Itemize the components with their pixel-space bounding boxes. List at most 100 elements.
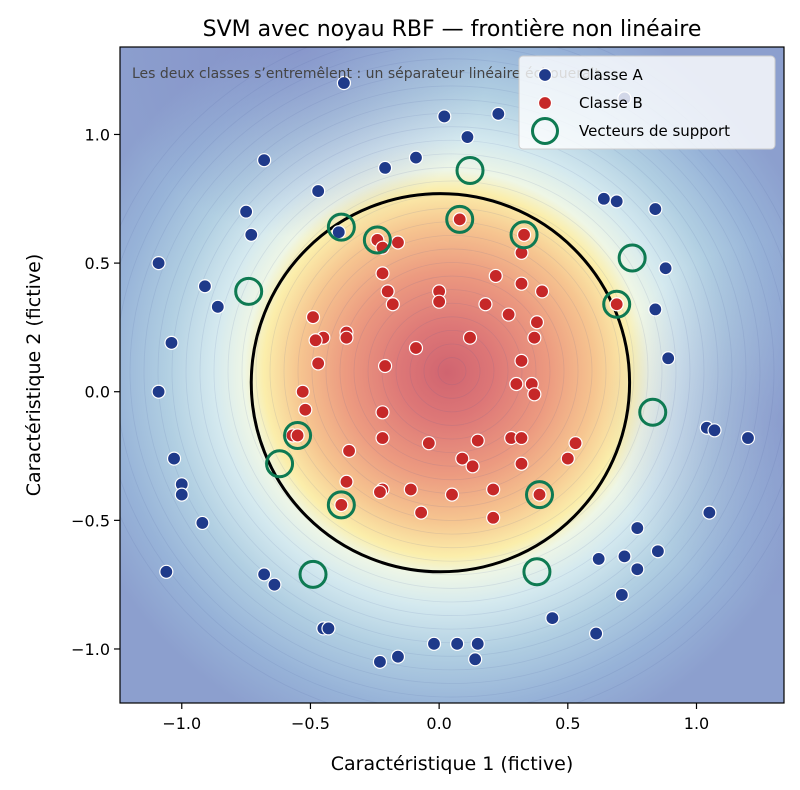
support-vector-marker: [509, 220, 539, 250]
support-vector-marker: [362, 225, 392, 255]
point-classe-b: [462, 330, 478, 345]
point-classe-a: [151, 255, 166, 271]
point-classe-b: [414, 505, 429, 520]
point-classe-a: [257, 567, 272, 582]
point-classe-b: [377, 358, 393, 374]
point-classe-a: [591, 551, 606, 567]
point-classe-a: [408, 150, 424, 165]
point-classe-b: [339, 330, 354, 345]
support-vector-marker: [283, 420, 313, 450]
point-classe-b: [609, 297, 624, 312]
point-classe-a: [321, 621, 336, 636]
contour-ring: [353, 275, 551, 467]
chart-annotation: Les deux classes s’entremêlent : un sépa…: [132, 66, 604, 82]
point-classe-b: [444, 487, 460, 502]
legend-label-classe-b: Classe B: [579, 94, 643, 112]
contour-ring: [241, 167, 663, 576]
point-classe-b: [311, 356, 326, 371]
point-classe-a: [614, 587, 629, 603]
point-classe-b: [488, 268, 503, 284]
y-tick-label: 0.0: [85, 383, 110, 402]
support-vector-marker: [326, 212, 356, 242]
contour-ring: [120, 47, 784, 698]
point-classe-b: [452, 212, 467, 227]
point-classe-a: [239, 204, 254, 219]
point-classe-b: [372, 484, 388, 500]
decision-boundary: [249, 192, 632, 574]
point-classe-b: [560, 451, 575, 466]
contour-ring: [311, 234, 593, 508]
point-classe-b: [295, 384, 310, 399]
y-tick-label: 0.5: [85, 254, 110, 273]
support-vector-marker: [298, 559, 328, 589]
point-classe-a: [210, 299, 225, 314]
contour-ring: [339, 262, 565, 481]
point-classe-a: [195, 515, 210, 531]
point-classe-b: [341, 443, 357, 458]
point-classe-a: [377, 160, 393, 176]
x-tick-label: −1.0: [162, 714, 201, 733]
point-classe-a: [166, 451, 182, 466]
point-classe-b: [308, 333, 323, 348]
legend-marker-support-vectors: [531, 117, 559, 145]
point-classe-a: [658, 261, 673, 276]
point-classe-b: [527, 387, 542, 402]
contour-ring: [255, 180, 649, 562]
point-classe-b: [385, 297, 400, 312]
point-classe-b: [478, 297, 493, 312]
support-vector-marker: [638, 397, 668, 427]
point-classe-b: [486, 510, 501, 525]
point-classe-a: [460, 129, 475, 145]
y-tick-label: −1.0: [71, 640, 110, 659]
point-classe-b: [514, 456, 529, 471]
point-classe-a: [630, 520, 645, 536]
point-classe-a: [609, 194, 624, 209]
point-classe-b: [514, 430, 529, 446]
point-classe-b: [375, 405, 390, 420]
legend-label-support-vectors: Vecteurs de support: [579, 122, 730, 140]
contour-ring: [367, 289, 537, 454]
point-classe-a: [372, 654, 388, 669]
point-classe-a: [648, 302, 663, 317]
point-classe-a: [390, 649, 406, 664]
point-classe-b: [532, 487, 547, 502]
legend-marker-classe-a: [537, 67, 553, 83]
contour-ring: [395, 316, 509, 426]
support-vector-marker: [455, 155, 485, 185]
contour-ring: [227, 153, 677, 589]
legend-label-classe-a: Classe A: [579, 66, 643, 84]
plot-area: [120, 47, 784, 703]
point-classe-a: [470, 636, 485, 651]
point-classe-a: [244, 227, 259, 242]
legend-box: [518, 55, 776, 150]
support-vector-marker: [602, 289, 632, 319]
point-classe-b: [514, 276, 529, 291]
support-vector-marker: [445, 204, 475, 234]
y-tick-label: 1.0: [85, 125, 110, 144]
data-points: [151, 75, 756, 669]
support-vector-marker: [265, 449, 295, 479]
point-classe-b: [380, 284, 395, 299]
point-classe-b: [568, 436, 583, 451]
point-classe-b: [465, 459, 480, 474]
point-classe-a: [661, 351, 676, 366]
y-tick-label: −0.5: [71, 511, 110, 530]
contour-ring: [437, 357, 467, 386]
point-classe-a: [707, 423, 722, 438]
contour-ring: [409, 330, 495, 413]
plot-frame: [119, 46, 785, 704]
point-classe-b: [408, 340, 424, 356]
point-classe-a: [630, 562, 645, 577]
point-classe-b: [516, 227, 532, 242]
contour-ring: [143, 71, 761, 671]
support-vector-marker: [617, 243, 647, 273]
point-classe-b: [334, 497, 349, 513]
support-vector-marker: [234, 276, 264, 306]
y-axis-ticks: −1.0 −0.5 0.0 0.5 1.0: [71, 125, 120, 659]
x-axis-ticks: −1.0 −0.5 0.0 0.5 1.0: [162, 703, 709, 733]
point-classe-a: [151, 384, 166, 399]
x-tick-label: 1.0: [684, 714, 709, 733]
point-classe-b: [432, 294, 447, 309]
point-classe-a: [617, 549, 632, 564]
